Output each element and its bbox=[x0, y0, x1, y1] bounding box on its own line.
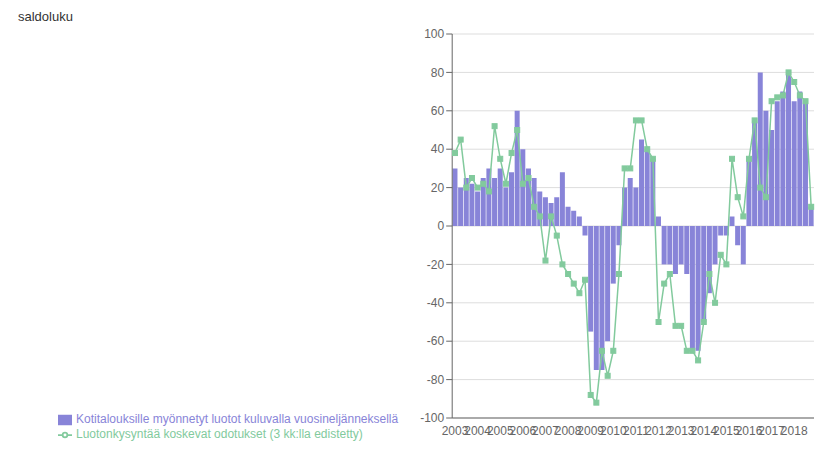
svg-text:80: 80 bbox=[431, 66, 445, 80]
svg-text:2012: 2012 bbox=[645, 423, 672, 438]
svg-text:2015: 2015 bbox=[713, 423, 740, 438]
svg-text:-80: -80 bbox=[427, 373, 445, 387]
svg-text:2009: 2009 bbox=[577, 423, 604, 438]
svg-text:40: 40 bbox=[431, 142, 445, 156]
svg-text:-20: -20 bbox=[427, 258, 445, 272]
svg-text:2010: 2010 bbox=[600, 423, 627, 438]
svg-text:-100: -100 bbox=[420, 411, 444, 425]
svg-text:-40: -40 bbox=[427, 296, 445, 310]
svg-text:2005: 2005 bbox=[486, 423, 514, 438]
svg-text:-60: -60 bbox=[427, 334, 445, 348]
svg-text:2016: 2016 bbox=[735, 423, 763, 438]
svg-text:0: 0 bbox=[438, 219, 445, 233]
svg-text:60: 60 bbox=[431, 104, 445, 118]
svg-text:2017: 2017 bbox=[758, 423, 785, 438]
svg-text:2011: 2011 bbox=[623, 423, 649, 438]
svg-text:2006: 2006 bbox=[509, 423, 537, 438]
svg-text:2008: 2008 bbox=[554, 423, 582, 438]
svg-text:20: 20 bbox=[431, 181, 445, 195]
svg-text:2003: 2003 bbox=[441, 423, 469, 438]
html-text:Kotitalouksille myönnetyt luot: Kotitalouksille myönnetyt luotot kuluval… bbox=[76, 412, 399, 427]
svg-text:2018: 2018 bbox=[781, 424, 808, 438]
svg-text:2013: 2013 bbox=[667, 423, 695, 438]
svg-text:2007: 2007 bbox=[532, 423, 559, 438]
svg-text:100: 100 bbox=[424, 27, 444, 41]
html-text:Luotonkysyntää koskevat odotuk: Luotonkysyntää koskevat odotukset (3 kk:… bbox=[76, 427, 363, 442]
svg-text:2014: 2014 bbox=[690, 423, 718, 438]
html-text:saldoluku: saldoluku bbox=[18, 9, 73, 24]
svg-text:2004: 2004 bbox=[464, 423, 491, 438]
